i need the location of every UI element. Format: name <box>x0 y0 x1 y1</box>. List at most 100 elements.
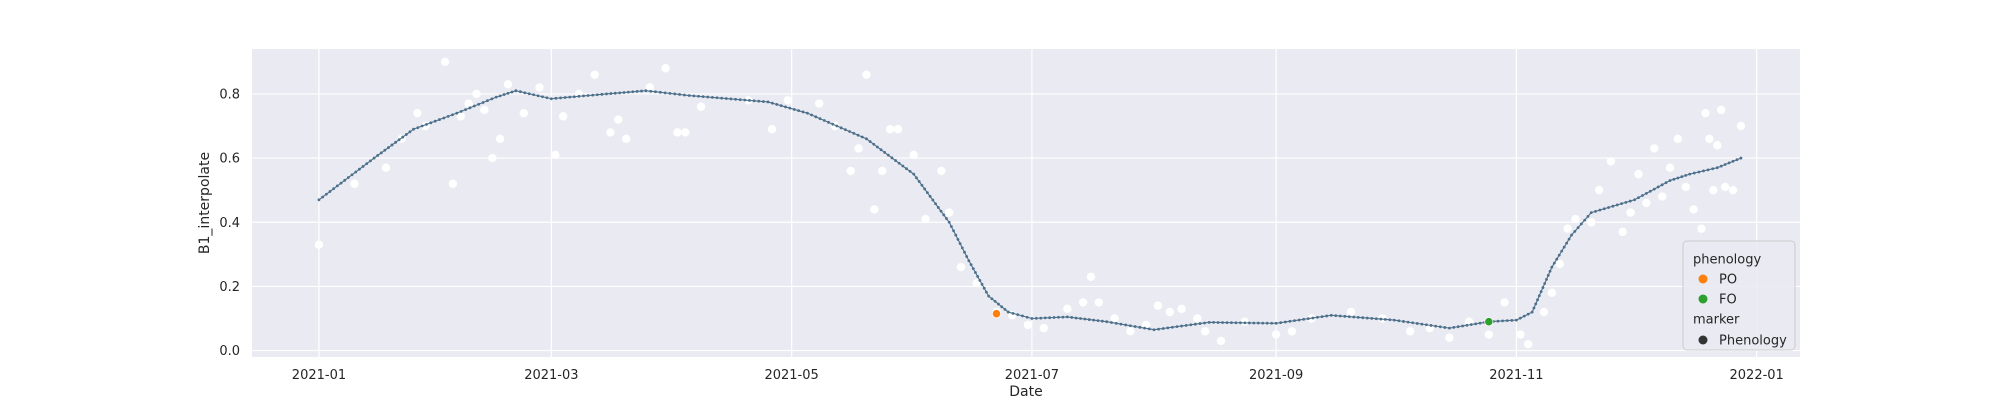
interpolated-dot <box>936 206 940 209</box>
interpolated-dot <box>631 90 635 94</box>
interpolated-dot <box>1545 278 1548 281</box>
x-tick-label: 2021-11 <box>1489 368 1543 383</box>
interpolated-dot <box>993 299 997 303</box>
interpolated-dot <box>1420 322 1424 326</box>
interpolated-dot <box>383 148 387 152</box>
interpolated-dot <box>343 178 347 182</box>
interpolated-dot <box>997 302 1000 306</box>
x-tick-label: 2021-05 <box>764 368 818 383</box>
interpolated-dot <box>1184 324 1188 327</box>
observation-point <box>1346 307 1356 317</box>
observation-point <box>535 83 544 92</box>
observation-point <box>1177 304 1186 314</box>
interpolated-dot <box>1526 312 1530 316</box>
interpolated-dot <box>1180 324 1183 328</box>
interpolated-dot <box>1383 318 1387 321</box>
interpolated-dot <box>960 246 964 250</box>
interpolated-dot <box>635 90 639 93</box>
interpolated-dot <box>1660 183 1664 187</box>
interpolated-dot <box>1594 209 1597 213</box>
interpolated-dot <box>321 195 325 199</box>
observation-point <box>614 115 623 124</box>
interpolated-dot <box>401 135 405 139</box>
interpolated-dot <box>757 99 761 103</box>
interpolated-dot <box>644 89 648 93</box>
interpolated-dot <box>947 220 951 224</box>
interpolated-dot <box>1425 323 1428 327</box>
interpolated-dot <box>490 97 494 101</box>
interpolated-dot <box>1443 326 1447 329</box>
interpolated-dot <box>818 117 822 121</box>
observation-point <box>1500 298 1509 307</box>
interpolated-dot <box>1288 319 1292 323</box>
interpolated-dot <box>1034 316 1038 320</box>
observation-point <box>1709 185 1718 195</box>
observation-point <box>1039 323 1048 333</box>
x-tick-label: 2021-07 <box>1005 368 1059 383</box>
interpolated-dot <box>835 124 839 128</box>
interpolated-dot <box>346 176 350 179</box>
interpolated-dot <box>980 282 984 286</box>
interpolated-dot <box>1265 321 1269 325</box>
interpolated-dot <box>1461 324 1464 328</box>
interpolated-dot <box>1429 324 1433 327</box>
observation-point <box>870 205 879 214</box>
observation-point <box>1445 333 1454 342</box>
interpolated-dot <box>974 271 977 274</box>
interpolated-dot <box>1070 316 1074 319</box>
interpolated-dot <box>883 151 887 154</box>
interpolated-dot <box>1133 325 1137 328</box>
observation-point <box>673 128 682 137</box>
interpolated-dot <box>1731 159 1735 163</box>
interpolated-dot <box>1510 318 1514 322</box>
observation-point <box>1681 182 1690 192</box>
interpolated-dot <box>1128 324 1132 328</box>
interpolated-dot <box>626 90 630 94</box>
interpolated-dot <box>738 98 742 102</box>
interpolated-dot <box>1043 316 1047 320</box>
interpolated-dot <box>852 131 856 135</box>
interpolated-dot <box>1325 314 1329 318</box>
interpolated-dot <box>1598 208 1602 212</box>
interpolated-dot <box>1620 202 1623 206</box>
interpolated-dot <box>822 119 826 122</box>
interpolated-dot <box>622 91 626 94</box>
observation-point <box>1618 227 1627 237</box>
interpolated-dot <box>605 92 608 96</box>
interpolated-dot <box>766 100 770 104</box>
interpolated-dot <box>1715 166 1719 170</box>
interpolated-dot <box>1039 316 1043 320</box>
interpolated-dot <box>1274 321 1278 325</box>
interpolated-dot <box>868 140 872 143</box>
interpolated-dot <box>1628 199 1632 203</box>
y-tick-label: 0.8 <box>219 87 240 102</box>
interpolated-dot <box>586 94 590 97</box>
interpolated-dot <box>1110 321 1113 324</box>
interpolated-dot <box>649 89 653 93</box>
interpolated-dot <box>931 198 935 202</box>
plot-area <box>252 49 1800 357</box>
interpolated-dot <box>477 102 481 106</box>
x-axis: 2021-01 2021-03 2021-05 2021-07 2021-09 2021-… <box>292 368 1784 383</box>
interpolated-dot <box>939 209 943 213</box>
observation-point <box>456 112 465 121</box>
interpolated-dot <box>1161 327 1165 330</box>
interpolated-dot <box>710 96 714 99</box>
interpolated-dot <box>1434 324 1438 328</box>
interpolated-dot <box>784 105 787 109</box>
interpolated-dot <box>1003 308 1007 311</box>
interpolated-dot <box>1065 315 1069 319</box>
interpolated-dot <box>668 91 672 95</box>
interpolated-dot <box>748 99 751 102</box>
interpolated-dot <box>1474 322 1478 326</box>
interpolated-dot <box>1225 321 1229 325</box>
interpolated-dot <box>506 91 510 95</box>
interpolated-dot <box>917 180 921 183</box>
interpolated-dot <box>1052 316 1056 319</box>
observation-point <box>590 70 599 79</box>
interpolated-dot <box>324 192 328 196</box>
y-axis: 0.0 0.2 0.4 0.6 0.8 <box>219 87 240 359</box>
interpolated-dot <box>805 111 809 115</box>
observation-point <box>1086 272 1096 281</box>
observation-point <box>921 214 930 224</box>
